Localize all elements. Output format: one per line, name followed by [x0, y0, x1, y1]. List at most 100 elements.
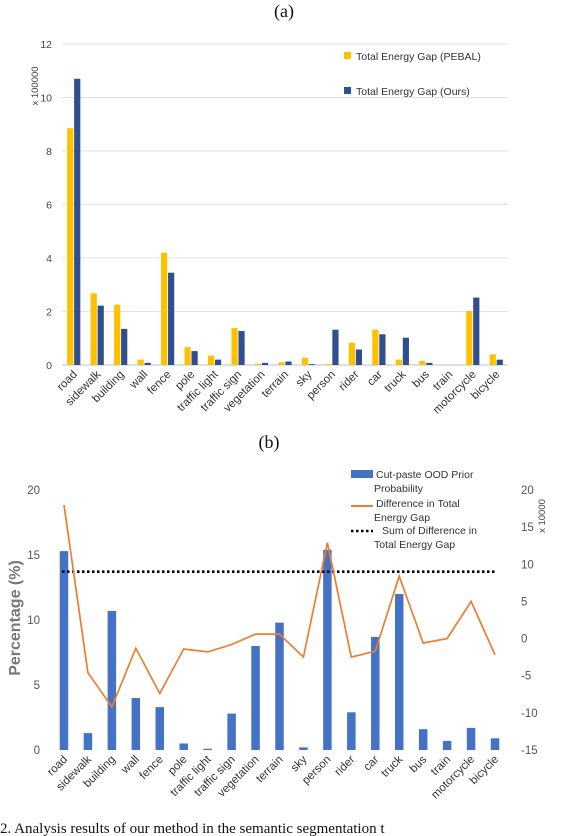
chart-a-legend: Total Energy Gap (PEBAL) Total Energy Ga…: [344, 51, 481, 98]
bar-a-pebal-pole: [184, 347, 191, 365]
chart-a-y-ticks: 0 2 4 6 8 10 12: [40, 39, 52, 372]
bar-a-pebal-traffic-light: [207, 355, 215, 365]
bar-a-pebal-person: [325, 364, 332, 365]
bar-a-pebal-terrain: [278, 362, 285, 365]
bar-a-ours-sky: [308, 364, 316, 365]
legend-label-prior: Cut-paste OOD Prior Probability: [374, 469, 476, 495]
legend-swatch-ours: [344, 87, 351, 94]
bar-a-pebal-wall: [137, 359, 144, 365]
chart-b-y2-tick-10: 10: [521, 559, 534, 571]
bar-b-prior-sidewalk: [83, 733, 93, 750]
legend-label-prior-line2: Probability: [374, 483, 424, 495]
bar-a-ours-building: [121, 328, 128, 365]
chart-a-y-tick-6: 6: [46, 200, 52, 212]
chart-b-y2-tick-5: 5: [521, 596, 527, 608]
chart-a-y-tick-2: 2: [46, 307, 52, 319]
chart-b-left-y-ticks: 0 5 10 15 20: [27, 485, 40, 757]
bar-b-prior-terrain: [275, 622, 284, 750]
bar-a-pebal-car: [372, 329, 379, 365]
bar-b-prior-fence: [155, 707, 165, 750]
bar-a-ours-sidewalk: [97, 305, 104, 365]
bar-b-prior-pole: [179, 743, 188, 750]
bar-a-pebal-vegetation: [254, 363, 262, 365]
chart-b-y-tick-20: 20: [27, 485, 40, 497]
bar-a-pebal-rider: [348, 342, 356, 365]
chart-a-category-truck: truck: [382, 368, 408, 394]
bar-a-ours-vegetation: [261, 362, 269, 365]
bar-b-prior-road: [59, 551, 69, 750]
chart-b-category-truck: truck: [379, 753, 405, 779]
bar-b-prior-bus: [418, 729, 428, 750]
bar-a-pebal-bus: [419, 360, 426, 365]
bar-a-pebal-traffic-sign: [231, 328, 238, 365]
chart-a-y-tick-4: 4: [46, 253, 52, 265]
chart-b-y2-tick-15: -15: [521, 745, 538, 757]
chart-a-category-fence: fence: [145, 369, 173, 397]
figure-caption: 2. Analysis results of our method in the…: [0, 821, 385, 836]
bar-a-ours-rider: [355, 349, 363, 365]
chart-b-y-tick-10: 10: [27, 615, 40, 627]
chart-b-y-axis-label: Percentage (%): [7, 560, 24, 676]
bar-a-ours-truck: [402, 337, 409, 365]
bar-b-prior-motorcycle: [466, 727, 476, 750]
legend-label-sum-line2: Total Energy Gap: [374, 539, 455, 551]
chart-b-right-y-ticks: -15 -10 -5 0 5 10 15 20: [521, 485, 538, 757]
legend-label-pebal: Total Energy Gap (PEBAL): [356, 51, 481, 63]
bar-a-pebal-bicycle: [489, 354, 496, 365]
chart-b-category-terrain: terrain: [254, 754, 286, 786]
bar-a-pebal-fence: [161, 252, 168, 365]
bar-b-prior-vegetation: [251, 646, 260, 750]
bar-b-prior-wall: [131, 698, 141, 750]
legend-label-diff: Difference in Total Energy Gap: [374, 498, 463, 524]
panel-a-label: (a): [274, 1, 294, 22]
bar-a-pebal-sky: [301, 357, 309, 365]
chart-b-category-car: car: [362, 754, 382, 774]
chart-b-y-tick-0: 0: [34, 745, 40, 757]
bar-b-prior-truck: [394, 594, 404, 750]
bar-a-ours-car: [379, 334, 386, 365]
chart-b-y-tick-15: 15: [27, 550, 40, 562]
legend-label-diff-line1: Difference in Total: [376, 498, 460, 510]
chart-b-y-tick-5: 5: [34, 680, 40, 692]
chart-a-category-bus: bus: [410, 368, 432, 390]
bar-a-ours-person: [332, 329, 339, 365]
chart-b-y2-tick-10: -10: [521, 708, 538, 720]
bar-a-pebal-road: [67, 128, 74, 365]
chart-b-y2-tick-15: 15: [521, 522, 534, 534]
bar-a-pebal-motorcycle: [466, 310, 473, 365]
legend-label-diff-line2: Energy Gap: [374, 512, 430, 524]
panel-b-label: (b): [259, 432, 280, 453]
chart-a-y-tick-0: 0: [46, 360, 52, 372]
bar-a-ours-terrain: [285, 361, 292, 365]
bar-b-prior-car: [371, 636, 380, 750]
chart-a-category-terrain: terrain: [260, 369, 292, 401]
bar-b-prior-person: [323, 549, 332, 750]
legend-label-prior-line1: Cut-paste OOD Prior: [376, 469, 474, 481]
chart-b-legend: Cut-paste OOD Prior Probability Differen…: [351, 469, 480, 551]
bar-a-ours-bicycle: [496, 359, 503, 365]
legend-swatch-pebal: [344, 52, 351, 59]
chart-a-y-tick-10: 10: [40, 93, 52, 105]
legend-label-ours: Total Energy Gap (Ours): [356, 86, 470, 98]
chart-a-gridlines: [62, 43, 508, 366]
chart-b-y2-tick-20: 20: [521, 485, 534, 497]
bar-b-prior-rider: [347, 712, 356, 750]
bar-a-ours-wall: [144, 362, 151, 365]
bar-a-pebal-sidewalk: [90, 293, 97, 365]
bar-a-ours-pole: [191, 351, 198, 365]
bar-b-prior-building: [107, 610, 117, 750]
chart-b-category-fence: fence: [138, 754, 166, 782]
chart-a-category-rider: rider: [337, 369, 362, 394]
chart-b-y2-multiplier: x 10000: [537, 499, 548, 533]
legend-label-sum: Sum of Difference in Total Energy Gap: [374, 525, 480, 551]
chart-a-y-multiplier: x 100000: [30, 66, 41, 105]
bar-b-prior-traffic-sign: [227, 713, 236, 750]
bar-a-pebal-truck: [395, 359, 402, 365]
bar-a-ours-traffic-sign: [238, 331, 245, 365]
bar-a-ours-motorcycle: [473, 297, 480, 365]
chart-a-bars: [67, 78, 503, 366]
